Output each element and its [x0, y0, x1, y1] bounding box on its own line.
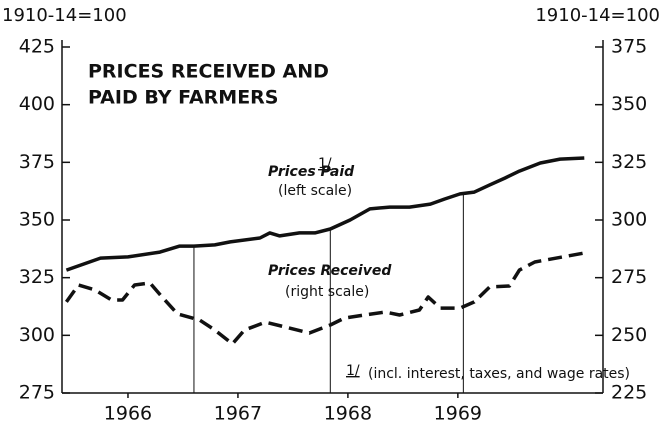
series-line [65, 156, 585, 272]
x-tick-label: 1967 [214, 403, 262, 425]
y-tick-label: 400 [19, 93, 55, 115]
series-line [64, 251, 585, 346]
chart-title: PAID BY FARMERS [88, 87, 279, 109]
y-tick-label: 350 [19, 209, 55, 231]
series-note: (right scale) [285, 284, 369, 300]
y2-tick-label: 275 [611, 266, 647, 288]
series-note: (left scale) [278, 183, 352, 199]
chart-title: PRICES RECEIVED AND [88, 61, 329, 83]
y-tick-label: 425 [19, 36, 55, 58]
footnote: (incl. interest, taxes, and wage rates) [368, 366, 630, 382]
left-unit: 1910-14=100 [2, 5, 127, 26]
y-tick-label: 300 [19, 324, 55, 346]
y2-tick-label: 225 [611, 382, 647, 404]
x-tick-label: 1968 [324, 403, 372, 425]
y-tick-label: 325 [19, 266, 55, 288]
y2-tick-label: 325 [611, 151, 647, 173]
footnote-mark: 1/ [346, 363, 360, 379]
footnote-mark: 1/ [318, 156, 332, 172]
y2-tick-label: 375 [611, 36, 647, 58]
x-tick-label: 1969 [434, 403, 482, 425]
x-tick-label: 1966 [104, 403, 152, 425]
y-tick-label: 375 [19, 151, 55, 173]
y2-tick-label: 350 [611, 93, 647, 115]
series-label: Prices Paid [268, 164, 355, 180]
y2-tick-label: 300 [611, 209, 647, 231]
right-unit: 1910-14=100 [535, 5, 660, 26]
y-tick-label: 275 [19, 382, 55, 404]
y2-tick-label: 250 [611, 324, 647, 346]
